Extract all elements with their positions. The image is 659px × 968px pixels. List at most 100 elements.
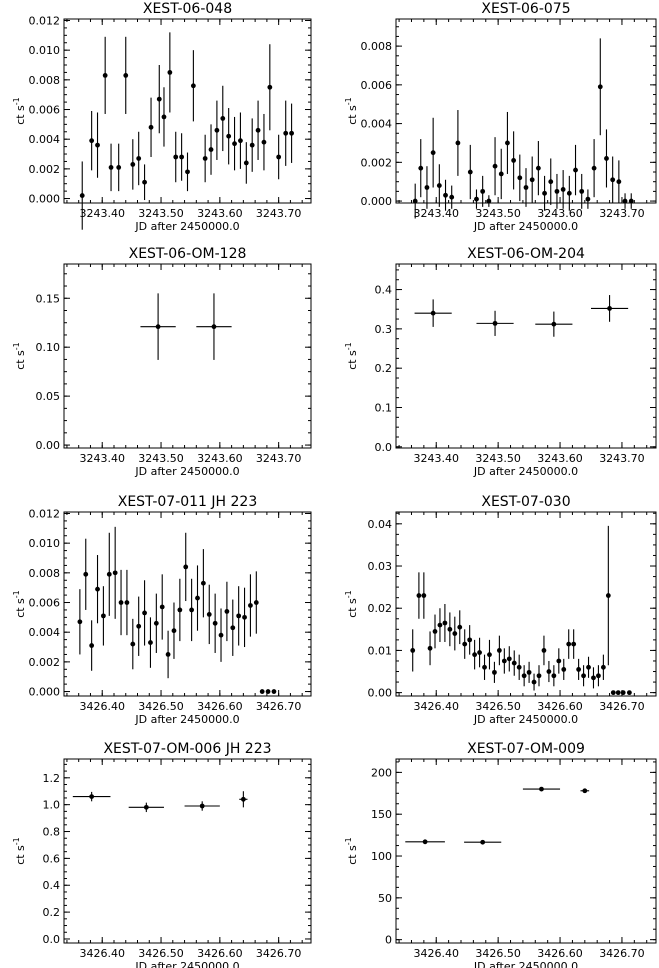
x-tick-label: 3243.70 bbox=[599, 452, 645, 465]
chart-panel-5: XEST-07-011 JH 223 3426.40 3426.50 3426.60 3… bbox=[12, 494, 312, 726]
series-1 bbox=[414, 295, 629, 337]
x-axis-label: JD after 2450000.0 bbox=[473, 713, 578, 726]
x-tick-label: 3426.60 bbox=[537, 700, 583, 713]
y-tick-label: 0.006 bbox=[29, 597, 61, 610]
y-tick-label: 0.010 bbox=[29, 44, 61, 57]
data-point bbox=[579, 188, 585, 194]
data-point bbox=[224, 609, 230, 614]
y-axis-label: ct s-1 bbox=[344, 837, 359, 865]
data-point bbox=[482, 664, 487, 670]
x-tick-label: 3426.40 bbox=[79, 947, 125, 960]
y-tick-label: 100 bbox=[371, 850, 392, 863]
x-tick-label: 3426.50 bbox=[138, 700, 184, 713]
data-point bbox=[573, 167, 578, 173]
chart-title: XEST-07-011 JH 223 bbox=[118, 494, 258, 510]
data-point bbox=[591, 675, 596, 681]
data-point bbox=[610, 177, 616, 183]
x-tick-label: 3426.40 bbox=[413, 947, 459, 960]
data-point bbox=[421, 593, 427, 598]
y-tick-label: 0.004 bbox=[29, 626, 61, 639]
data-point bbox=[432, 629, 438, 634]
data-point bbox=[190, 83, 196, 89]
y-tick-label: 0.008 bbox=[29, 567, 61, 580]
chart-title: XEST-06-048 bbox=[143, 1, 232, 17]
data-point bbox=[189, 607, 195, 613]
data-point bbox=[267, 84, 273, 90]
x-tick-label: 3243.60 bbox=[537, 207, 583, 220]
data-point bbox=[430, 150, 436, 156]
data-point bbox=[536, 673, 542, 679]
data-point bbox=[477, 650, 482, 655]
series-1 bbox=[79, 32, 294, 230]
data-point bbox=[496, 648, 502, 653]
data-point bbox=[615, 690, 621, 696]
x-tick-label: 3426.40 bbox=[413, 700, 459, 713]
data-point bbox=[248, 603, 253, 608]
y-tick-label: 0.03 bbox=[368, 560, 393, 573]
y-axis-label: ct s-1 bbox=[344, 342, 359, 370]
data-point bbox=[153, 620, 159, 626]
y-tick-label: 0.2 bbox=[43, 906, 61, 919]
x-axis-label: JD after 2450000.0 bbox=[473, 220, 578, 233]
data-point bbox=[165, 652, 171, 657]
data-point bbox=[89, 794, 95, 800]
data-point bbox=[136, 623, 142, 629]
data-point bbox=[106, 571, 112, 577]
data-point bbox=[249, 142, 255, 148]
plot-frame bbox=[395, 263, 657, 449]
data-point bbox=[541, 648, 547, 653]
y-tick-label: 0.8 bbox=[43, 826, 61, 839]
data-point bbox=[236, 613, 242, 619]
chart-title: XEST-07-OM-009 bbox=[467, 741, 585, 757]
data-point bbox=[171, 628, 177, 634]
data-point bbox=[102, 72, 108, 78]
data-point bbox=[430, 310, 436, 316]
x-tick-label: 3243.70 bbox=[256, 207, 302, 220]
y-tick-label: 0.15 bbox=[36, 292, 61, 305]
data-point bbox=[123, 72, 129, 78]
data-point bbox=[449, 194, 455, 200]
x-axis-label: JD after 2450000.0 bbox=[134, 465, 239, 478]
x-axis-label: JD after 2450000.0 bbox=[473, 465, 578, 478]
data-point bbox=[177, 607, 183, 613]
data-point bbox=[89, 138, 95, 144]
data-point bbox=[607, 306, 612, 311]
data-point bbox=[112, 570, 118, 576]
data-point bbox=[542, 190, 547, 196]
chart-panel-4: XEST-06-OM-204 3243.40 3243.50 3243.60 3243.… bbox=[344, 246, 657, 478]
data-point bbox=[130, 162, 136, 167]
data-point bbox=[443, 192, 448, 198]
x-tick-label: 3426.40 bbox=[79, 700, 125, 713]
data-point bbox=[261, 139, 267, 145]
data-point bbox=[422, 839, 428, 845]
y-tick-label: 0.008 bbox=[361, 40, 393, 53]
data-point bbox=[535, 165, 541, 171]
data-point bbox=[283, 130, 289, 136]
series-1 bbox=[72, 791, 248, 813]
data-point bbox=[501, 658, 507, 664]
y-tick-label: 0.004 bbox=[361, 118, 393, 131]
data-point bbox=[276, 154, 282, 160]
series-1 bbox=[412, 38, 634, 219]
data-point bbox=[480, 839, 486, 845]
data-point bbox=[596, 673, 601, 679]
y-tick-label: 0.006 bbox=[29, 104, 61, 117]
y-tick-label: 0.000 bbox=[361, 195, 393, 208]
data-point bbox=[605, 593, 611, 598]
data-point bbox=[506, 656, 512, 662]
plot-frame bbox=[395, 758, 657, 944]
data-point bbox=[118, 600, 124, 605]
data-point bbox=[581, 673, 586, 679]
data-point bbox=[148, 124, 154, 130]
y-axis-label: ct s-1 bbox=[12, 97, 27, 125]
data-point bbox=[173, 154, 179, 160]
data-point bbox=[108, 164, 114, 170]
y-tick-label: 0.4 bbox=[375, 284, 393, 297]
data-point bbox=[232, 141, 237, 147]
x-axis-label: JD after 2450000.0 bbox=[134, 713, 239, 726]
data-point bbox=[516, 664, 522, 670]
x-tick-label: 3426.60 bbox=[197, 947, 243, 960]
x-tick-label: 3243.40 bbox=[79, 452, 125, 465]
data-point bbox=[265, 689, 271, 694]
chart-title: XEST-06-075 bbox=[481, 1, 570, 17]
